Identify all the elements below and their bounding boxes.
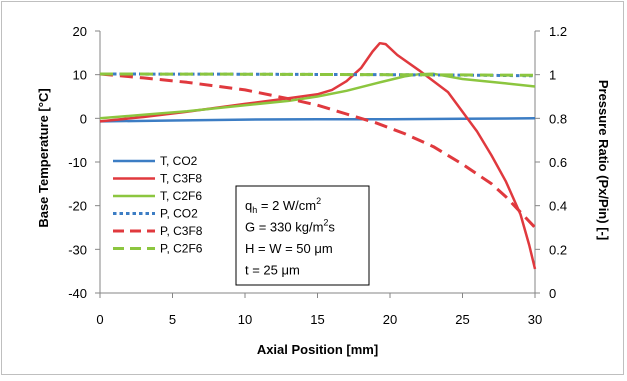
y-right-tick-label: 0.6: [549, 155, 567, 170]
y-right-tick-label: 0: [549, 286, 556, 301]
y-axis-right-title: Pressure Ratio (Px/Pin) [-]: [596, 80, 611, 240]
legend-label: P, C3F8: [160, 224, 203, 238]
y-axis-left-title: Base Temperature [°C]: [36, 88, 51, 227]
x-tick-label: 30: [528, 312, 542, 327]
y-left-tick-label: -20: [68, 199, 87, 214]
series-line-t-c3f8: [99, 41, 537, 270]
series-layer: [99, 41, 537, 270]
annotation-border: [235, 185, 370, 286]
y-left-tick-label: 0: [80, 111, 87, 126]
y-left-tick-label: 10: [73, 68, 87, 83]
legend-label: T, CO2: [160, 154, 198, 168]
y-left-tick-label: -30: [68, 242, 87, 257]
y-right-tick-label: 0.8: [549, 111, 567, 126]
annotation-line: qh = 2 W/cm2: [245, 196, 321, 215]
annotation-line: G = 330 kg/m2s: [245, 218, 335, 235]
y-left-tick-label: -10: [68, 155, 87, 170]
series-line-p-c2f6: [99, 72, 536, 77]
legend-label: T, C3F8: [160, 172, 202, 186]
legend-label: P, CO2: [160, 207, 198, 221]
annotation-line: t = 25 μm: [245, 263, 300, 278]
x-tick-label: 0: [96, 312, 103, 327]
x-axis-title: Axial Position [mm]: [257, 342, 378, 357]
y-right-tick-label: 1.2: [549, 24, 567, 39]
x-tick-label: 15: [310, 312, 324, 327]
line-chart: 0 5 10 15 20 25 30 20 10 0 -10 -20 -30 -40 1.2 1 0.8 0.6 0…: [36, 24, 611, 357]
legend-label: P, C2F6: [160, 242, 203, 256]
series-line-t-co2: [99, 117, 536, 123]
legend: T, CO2 T, C3F8 T, C2F6 P, CO2 P, C3F8 P, C2F6: [113, 154, 203, 256]
x-tick-label: 10: [238, 312, 252, 327]
legend-label: T, C2F6: [160, 189, 202, 203]
x-tick-label: 5: [169, 312, 176, 327]
annotation-box: qh = 2 W/cm2 G = 330 kg/m2s H = W = 50 μm t…: [235, 185, 370, 286]
x-tick-label: 20: [383, 312, 397, 327]
y-left-tick-label: -40: [68, 286, 87, 301]
y-right-tick-label: 0.4: [549, 199, 567, 214]
series-line-p-c3f8: [99, 72, 537, 229]
y-right-tick-label: 0.2: [549, 242, 567, 257]
axes-layer: 0 5 10 15 20 25 30 20 10 0 -10 -20 -30 -40 1.2 1 0.8 0.6 0…: [36, 24, 611, 357]
chart-frame: 0 5 10 15 20 25 30 20 10 0 -10 -20 -30 -40 1.2 1 0.8 0.6 0…: [1, 1, 624, 375]
annotation-line: H = W = 50 μm: [245, 241, 333, 256]
y-right-tick-label: 1: [549, 68, 556, 83]
x-tick-label: 25: [455, 312, 469, 327]
y-left-tick-label: 20: [73, 24, 87, 39]
series-line-t-c2f6: [99, 72, 536, 120]
